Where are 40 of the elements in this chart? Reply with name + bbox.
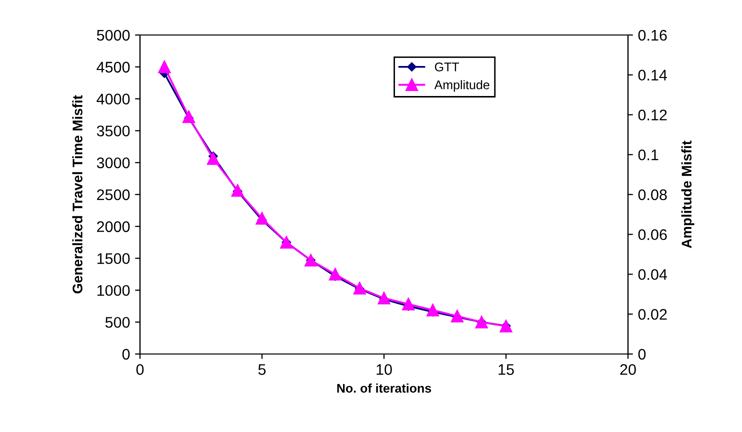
y-axis-title: Generalized Travel Time Misfit — [72, 95, 82, 294]
x-tick-label: 5 — [258, 364, 266, 375]
y2-tick-label: 0.14 — [638, 70, 668, 81]
y2-tick-label: 0.1 — [638, 149, 658, 160]
point — [450, 310, 464, 322]
y-tick-label: 4500 — [96, 62, 130, 73]
y-tick-label: 0 — [122, 348, 130, 360]
y-tick-label: 3500 — [96, 126, 130, 136]
y-tick-label: 2500 — [97, 189, 130, 200]
y-tick-label: 4000 — [96, 94, 130, 104]
y2-axis-title: Amplitude Misfit — [681, 140, 694, 248]
point — [256, 212, 268, 225]
y-tick-label: 1500 — [97, 253, 130, 264]
point — [158, 60, 171, 74]
x-tick-label: 0 — [136, 364, 144, 375]
point — [206, 152, 220, 165]
y2-tick-label: 0 — [638, 348, 646, 360]
y2-tick-label: 0.06 — [638, 229, 667, 240]
y-tick-label: 500 — [105, 316, 130, 328]
x-tick-label: 20 — [620, 364, 636, 375]
point — [426, 304, 440, 316]
point — [182, 110, 196, 123]
point — [328, 268, 342, 280]
y-tick-label: 2000 — [97, 221, 130, 232]
point — [402, 298, 415, 310]
point — [353, 282, 366, 294]
x-tick-label: 15 — [498, 364, 514, 375]
y2-tick-label: 0.12 — [638, 110, 667, 120]
y2-tick-label: 0.02 — [638, 308, 667, 320]
y2-tick-label: 0.08 — [638, 189, 667, 200]
y-tick-label: 3000 — [96, 157, 130, 168]
legend-label: Amplitude — [434, 80, 490, 92]
y-tick-label: 1000 — [97, 285, 130, 296]
y2-tick-label: 0.04 — [638, 269, 668, 280]
legend-label: GTT — [434, 62, 459, 72]
y2-tick-label: 0.16 — [638, 30, 667, 41]
x-tick-label: 10 — [376, 364, 392, 375]
x-axis-title: No. of iterations — [337, 384, 432, 393]
y-tick-label: 5000 — [96, 30, 130, 41]
point — [378, 292, 390, 304]
